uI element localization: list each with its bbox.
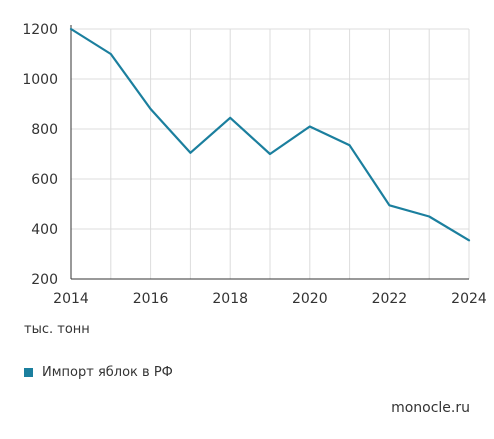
x-tick-label: 2020 [292,291,328,307]
x-tick-label: 2014 [53,291,89,307]
line-chart: 200 400 600 800 1000 1200 2014 2016 2018 2020 202… [22,22,487,307]
source-label: monocle.ru [391,400,470,416]
y-tick-label: 800 [31,122,58,138]
y-tick-label: 1000 [22,72,58,88]
series-line [69,27,471,242]
y-tick-labels: 200 400 600 800 1000 1200 [22,22,58,288]
legend: Импорт яблок в РФ [24,365,173,380]
x-tick-label: 2016 [133,291,169,307]
y-tick-label: 200 [31,272,58,288]
y-tick-label: 400 [31,222,58,238]
x-tick-label: 2018 [212,291,248,307]
axes [70,25,469,280]
unit-label: тыс. тонн [24,322,90,337]
y-tick-label: 600 [31,172,58,188]
y-tick-label: 1200 [22,22,58,38]
legend-label: Импорт яблок в РФ [42,365,173,380]
x-tick-label: 2024 [451,291,487,307]
series-layer [69,27,471,242]
x-tick-label: 2022 [372,291,408,307]
legend-swatch [24,368,33,377]
x-tick-labels: 2014 2016 2018 2020 2022 2024 [53,291,487,307]
